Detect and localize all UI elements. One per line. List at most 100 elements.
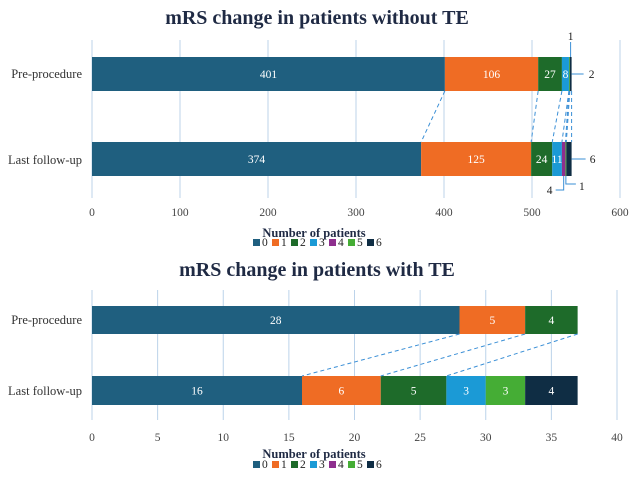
bar-segment-2 bbox=[525, 306, 578, 334]
data-label: 8 bbox=[563, 69, 569, 81]
x-axis-label: Number of patients bbox=[262, 447, 365, 461]
data-label: 28 bbox=[270, 315, 282, 327]
connector-line bbox=[420, 90, 446, 143]
data-label: 27 bbox=[544, 69, 556, 81]
x-tick-label: 0 bbox=[89, 207, 95, 219]
bar-segment-2 bbox=[538, 57, 562, 91]
x-tick-label: 0 bbox=[89, 432, 95, 444]
x-tick-label: 400 bbox=[435, 207, 453, 219]
data-label: 125 bbox=[467, 154, 485, 166]
connector-line bbox=[446, 333, 578, 377]
connector-lines bbox=[420, 90, 573, 143]
legend-swatch bbox=[272, 461, 279, 468]
callout-line bbox=[555, 176, 565, 191]
legend-label: 0 bbox=[262, 459, 268, 471]
bar-segment-2 bbox=[531, 142, 553, 176]
x-tick-label: 100 bbox=[171, 207, 189, 219]
connector-line bbox=[564, 90, 570, 143]
x-tick-label: 35 bbox=[546, 432, 558, 444]
callout-label: 2 bbox=[589, 69, 595, 81]
legend-swatch bbox=[291, 239, 298, 246]
data-label: 4 bbox=[549, 386, 555, 398]
bar-segment-3 bbox=[446, 376, 486, 405]
x-tick-label: 5 bbox=[155, 432, 161, 444]
connector-line bbox=[561, 90, 570, 143]
legend-swatch bbox=[367, 461, 374, 468]
category-label: Pre-procedure bbox=[11, 313, 82, 327]
callout-line bbox=[565, 176, 576, 185]
chart-title: mRS change in patients without TE bbox=[165, 7, 469, 29]
callout-label: 4 bbox=[547, 185, 553, 197]
legend-swatch bbox=[253, 239, 260, 246]
x-tick-label: 40 bbox=[611, 432, 623, 444]
legend-label: 6 bbox=[376, 459, 382, 471]
legend-swatch bbox=[348, 461, 355, 468]
legend-label: 2 bbox=[300, 459, 306, 471]
data-label: 6 bbox=[339, 386, 345, 398]
legend-label: 4 bbox=[338, 459, 344, 471]
data-label: 24 bbox=[536, 154, 548, 166]
legend-label: 2 bbox=[300, 237, 306, 249]
data-label: 11 bbox=[552, 154, 563, 166]
x-axis-label: Number of patients bbox=[262, 226, 365, 240]
chart-panel-with-te: mRS change in patients with TE Pre-proce… bbox=[8, 259, 623, 471]
legend-swatch bbox=[291, 461, 298, 468]
legend-label: 0 bbox=[262, 237, 268, 249]
legend-swatch bbox=[272, 239, 279, 246]
x-tick-label: 15 bbox=[283, 432, 295, 444]
bar-segment-2 bbox=[380, 376, 447, 405]
bar-segment-0 bbox=[92, 142, 422, 176]
data-label: 5 bbox=[411, 386, 417, 398]
data-label: 106 bbox=[483, 69, 501, 81]
legend-label: 1 bbox=[281, 237, 287, 249]
legend-label: 1 bbox=[281, 459, 287, 471]
data-label: 374 bbox=[248, 154, 266, 166]
bar-segment-6 bbox=[525, 376, 578, 405]
category-label: Pre-procedure bbox=[11, 67, 82, 81]
connector-line bbox=[565, 90, 571, 143]
legend: 0 1 2 3 4 5 6 bbox=[253, 237, 382, 249]
legend-label: 5 bbox=[357, 237, 363, 249]
connector-line bbox=[380, 333, 526, 377]
category-label: Last follow-up bbox=[8, 384, 82, 398]
bar-segment-5 bbox=[565, 142, 567, 176]
legend-label: 4 bbox=[338, 237, 344, 249]
x-tick-label: 30 bbox=[480, 432, 492, 444]
connector-line bbox=[530, 90, 539, 143]
x-tick-label: 300 bbox=[347, 207, 365, 219]
x-tick-label: 600 bbox=[611, 207, 629, 219]
legend-label: 6 bbox=[376, 237, 382, 249]
bar-segment-0 bbox=[92, 306, 460, 334]
bar-segment-1 bbox=[302, 376, 381, 405]
connector-lines bbox=[301, 333, 578, 377]
legend-swatch bbox=[348, 239, 355, 246]
x-tick-label: 10 bbox=[218, 432, 230, 444]
bar-segment-0 bbox=[92, 376, 302, 405]
category-label: Last follow-up bbox=[8, 153, 82, 167]
bar-segment-3 bbox=[552, 142, 562, 176]
bar-segment-6 bbox=[569, 57, 572, 91]
callout-label: 6 bbox=[590, 154, 596, 166]
legend-swatch bbox=[329, 239, 336, 246]
legend-label: 5 bbox=[357, 459, 363, 471]
legend-swatch bbox=[329, 461, 336, 468]
legend: 0 1 2 3 4 5 6 bbox=[253, 459, 382, 471]
x-tick-label: 200 bbox=[259, 207, 277, 219]
callout-label: 1 bbox=[568, 31, 574, 43]
bar-segment-6 bbox=[566, 142, 572, 176]
x-tick-label: 500 bbox=[523, 207, 541, 219]
bar-segment-1 bbox=[444, 57, 539, 91]
legend-swatch bbox=[310, 461, 317, 468]
legend-label: 3 bbox=[319, 237, 325, 249]
connector-line bbox=[551, 90, 563, 143]
data-label: 401 bbox=[260, 69, 278, 81]
legend-swatch bbox=[310, 239, 317, 246]
bar-segment-1 bbox=[459, 306, 526, 334]
bar-segment-1 bbox=[421, 142, 532, 176]
bar-segment-0 bbox=[92, 57, 445, 91]
legend-swatch bbox=[367, 239, 374, 246]
x-tick-label: 25 bbox=[414, 432, 426, 444]
x-tick-label: 20 bbox=[349, 432, 361, 444]
